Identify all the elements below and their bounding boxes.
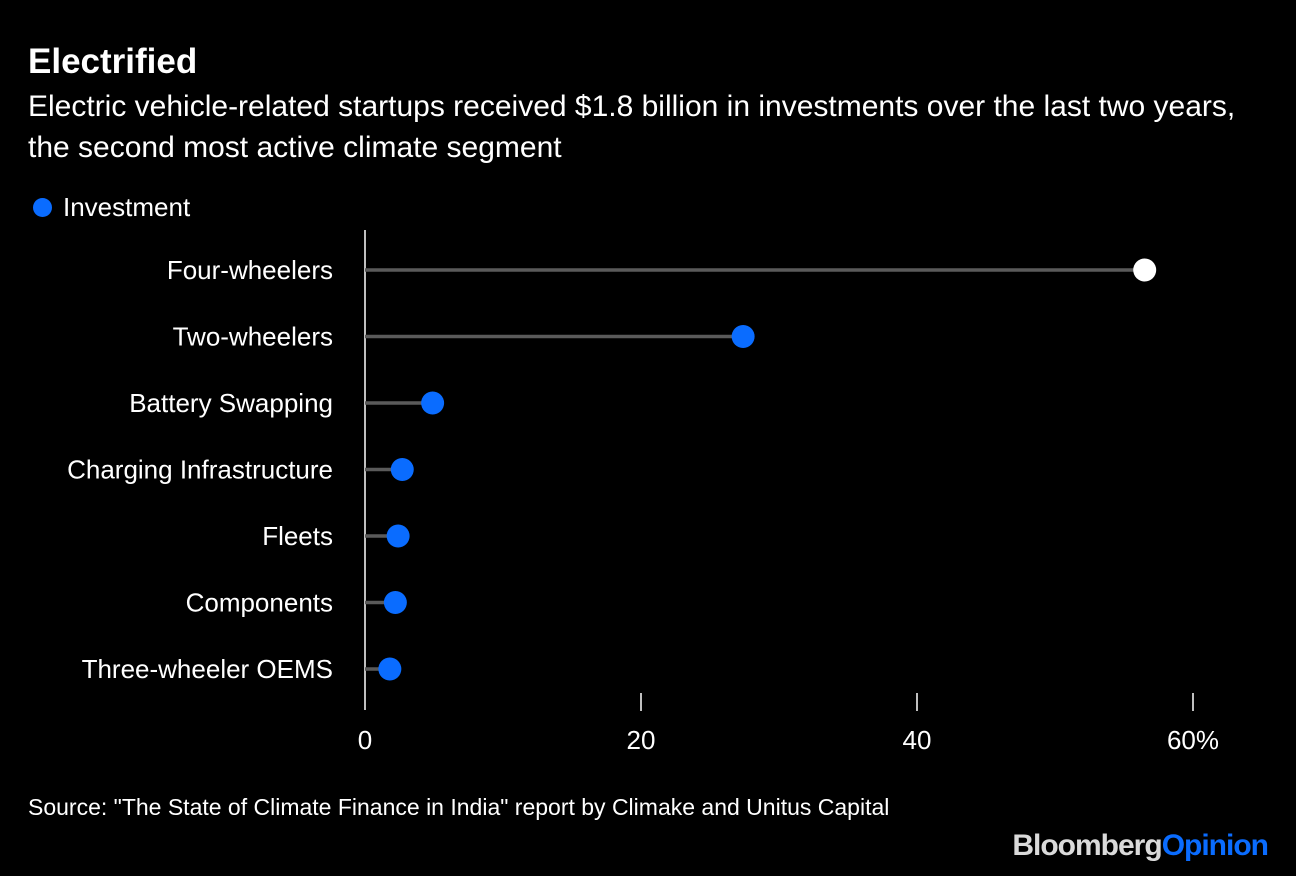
bloomberg-opinion-logo: BloombergOpinion: [1012, 829, 1269, 863]
point-2: [421, 391, 445, 415]
brand-opinion: Opinion: [1161, 829, 1269, 862]
x-tick-label-3: 60%: [1167, 725, 1219, 755]
category-label-2: Battery Swapping: [129, 388, 333, 418]
point-6: [378, 657, 402, 681]
point-3: [390, 458, 414, 481]
x-tick-label-1: 20: [627, 725, 656, 755]
point-1: [731, 325, 755, 348]
legend: Investment: [30, 190, 190, 224]
category-label-5: Components: [186, 588, 333, 618]
source-note: Source: "The State of Climate Finance in…: [28, 794, 890, 820]
brand-bloomberg: Bloomberg: [1012, 829, 1162, 862]
x-tick-label-2: 40: [903, 725, 932, 755]
category-label-0: Four-wheelers: [167, 255, 333, 285]
chart-title: Electrified: [28, 42, 198, 81]
point-0: [1133, 258, 1157, 282]
category-label-4: Fleets: [262, 521, 333, 551]
legend-label: Investment: [63, 191, 191, 222]
category-label-3: Charging Infrastructure: [67, 455, 333, 485]
point-5: [383, 591, 407, 614]
point-4: [386, 524, 410, 548]
chart-subtitle: Electric vehicle-related startups receiv…: [28, 90, 1236, 164]
x-tick-label-0: 0: [358, 725, 372, 755]
legend-dot-icon: [33, 197, 52, 217]
category-label-6: Three-wheeler OEMS: [82, 654, 333, 684]
category-label-1: Two-wheelers: [173, 322, 333, 352]
